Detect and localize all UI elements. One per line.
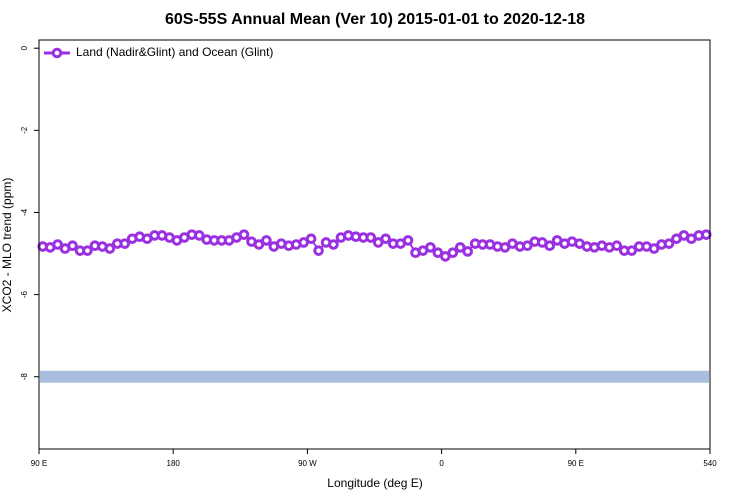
y-tick-label: 0 (20, 45, 29, 50)
y-tick-label: -8 (20, 373, 29, 381)
data-point (402, 235, 414, 246)
x-tick-label: 180 (167, 459, 181, 468)
data-point (238, 229, 250, 240)
x-tick-label: 540 (703, 459, 717, 468)
data-point (700, 229, 712, 240)
x-tick-label: 90 E (568, 459, 584, 468)
data-point (119, 238, 131, 249)
legend-marker (51, 47, 63, 59)
legend-label: Land (Nadir&Glint) and Ocean (Glint) (76, 45, 273, 59)
x-tick-label: 90 W (298, 459, 317, 468)
data-point (462, 246, 473, 257)
data-point (328, 239, 339, 250)
data-point (522, 240, 533, 252)
data-point (67, 240, 78, 252)
data-point (626, 245, 638, 256)
plot-frame (38, 39, 711, 450)
data-point (380, 233, 391, 245)
data-point (365, 232, 377, 243)
y-tick-label: -6 (20, 290, 29, 298)
data-point (52, 239, 63, 250)
data-point (425, 242, 436, 253)
data-point (104, 243, 116, 254)
data-point (82, 245, 93, 256)
y-axis-label: XCO2 - MLO trend (ppm) (0, 178, 14, 313)
data-point (648, 243, 660, 254)
data-point (193, 230, 205, 241)
data-point (447, 247, 459, 259)
data-point (253, 239, 265, 250)
data-point (454, 242, 466, 253)
y-tick-label: -4 (20, 208, 29, 216)
x-tick-label: 0 (439, 459, 444, 468)
data-point (663, 238, 675, 249)
data-point (544, 240, 556, 252)
data-point (261, 235, 272, 246)
data-point (611, 240, 623, 252)
data-point (305, 233, 317, 245)
x-tick-label: 90 E (31, 459, 47, 468)
x-axis-label: Longitude (deg E) (327, 476, 422, 490)
chart-title: 60S-55S Annual Mean (Ver 10) 2015-01-01 … (165, 11, 585, 28)
data-point (313, 245, 324, 256)
y-tick-label: -2 (20, 126, 29, 134)
